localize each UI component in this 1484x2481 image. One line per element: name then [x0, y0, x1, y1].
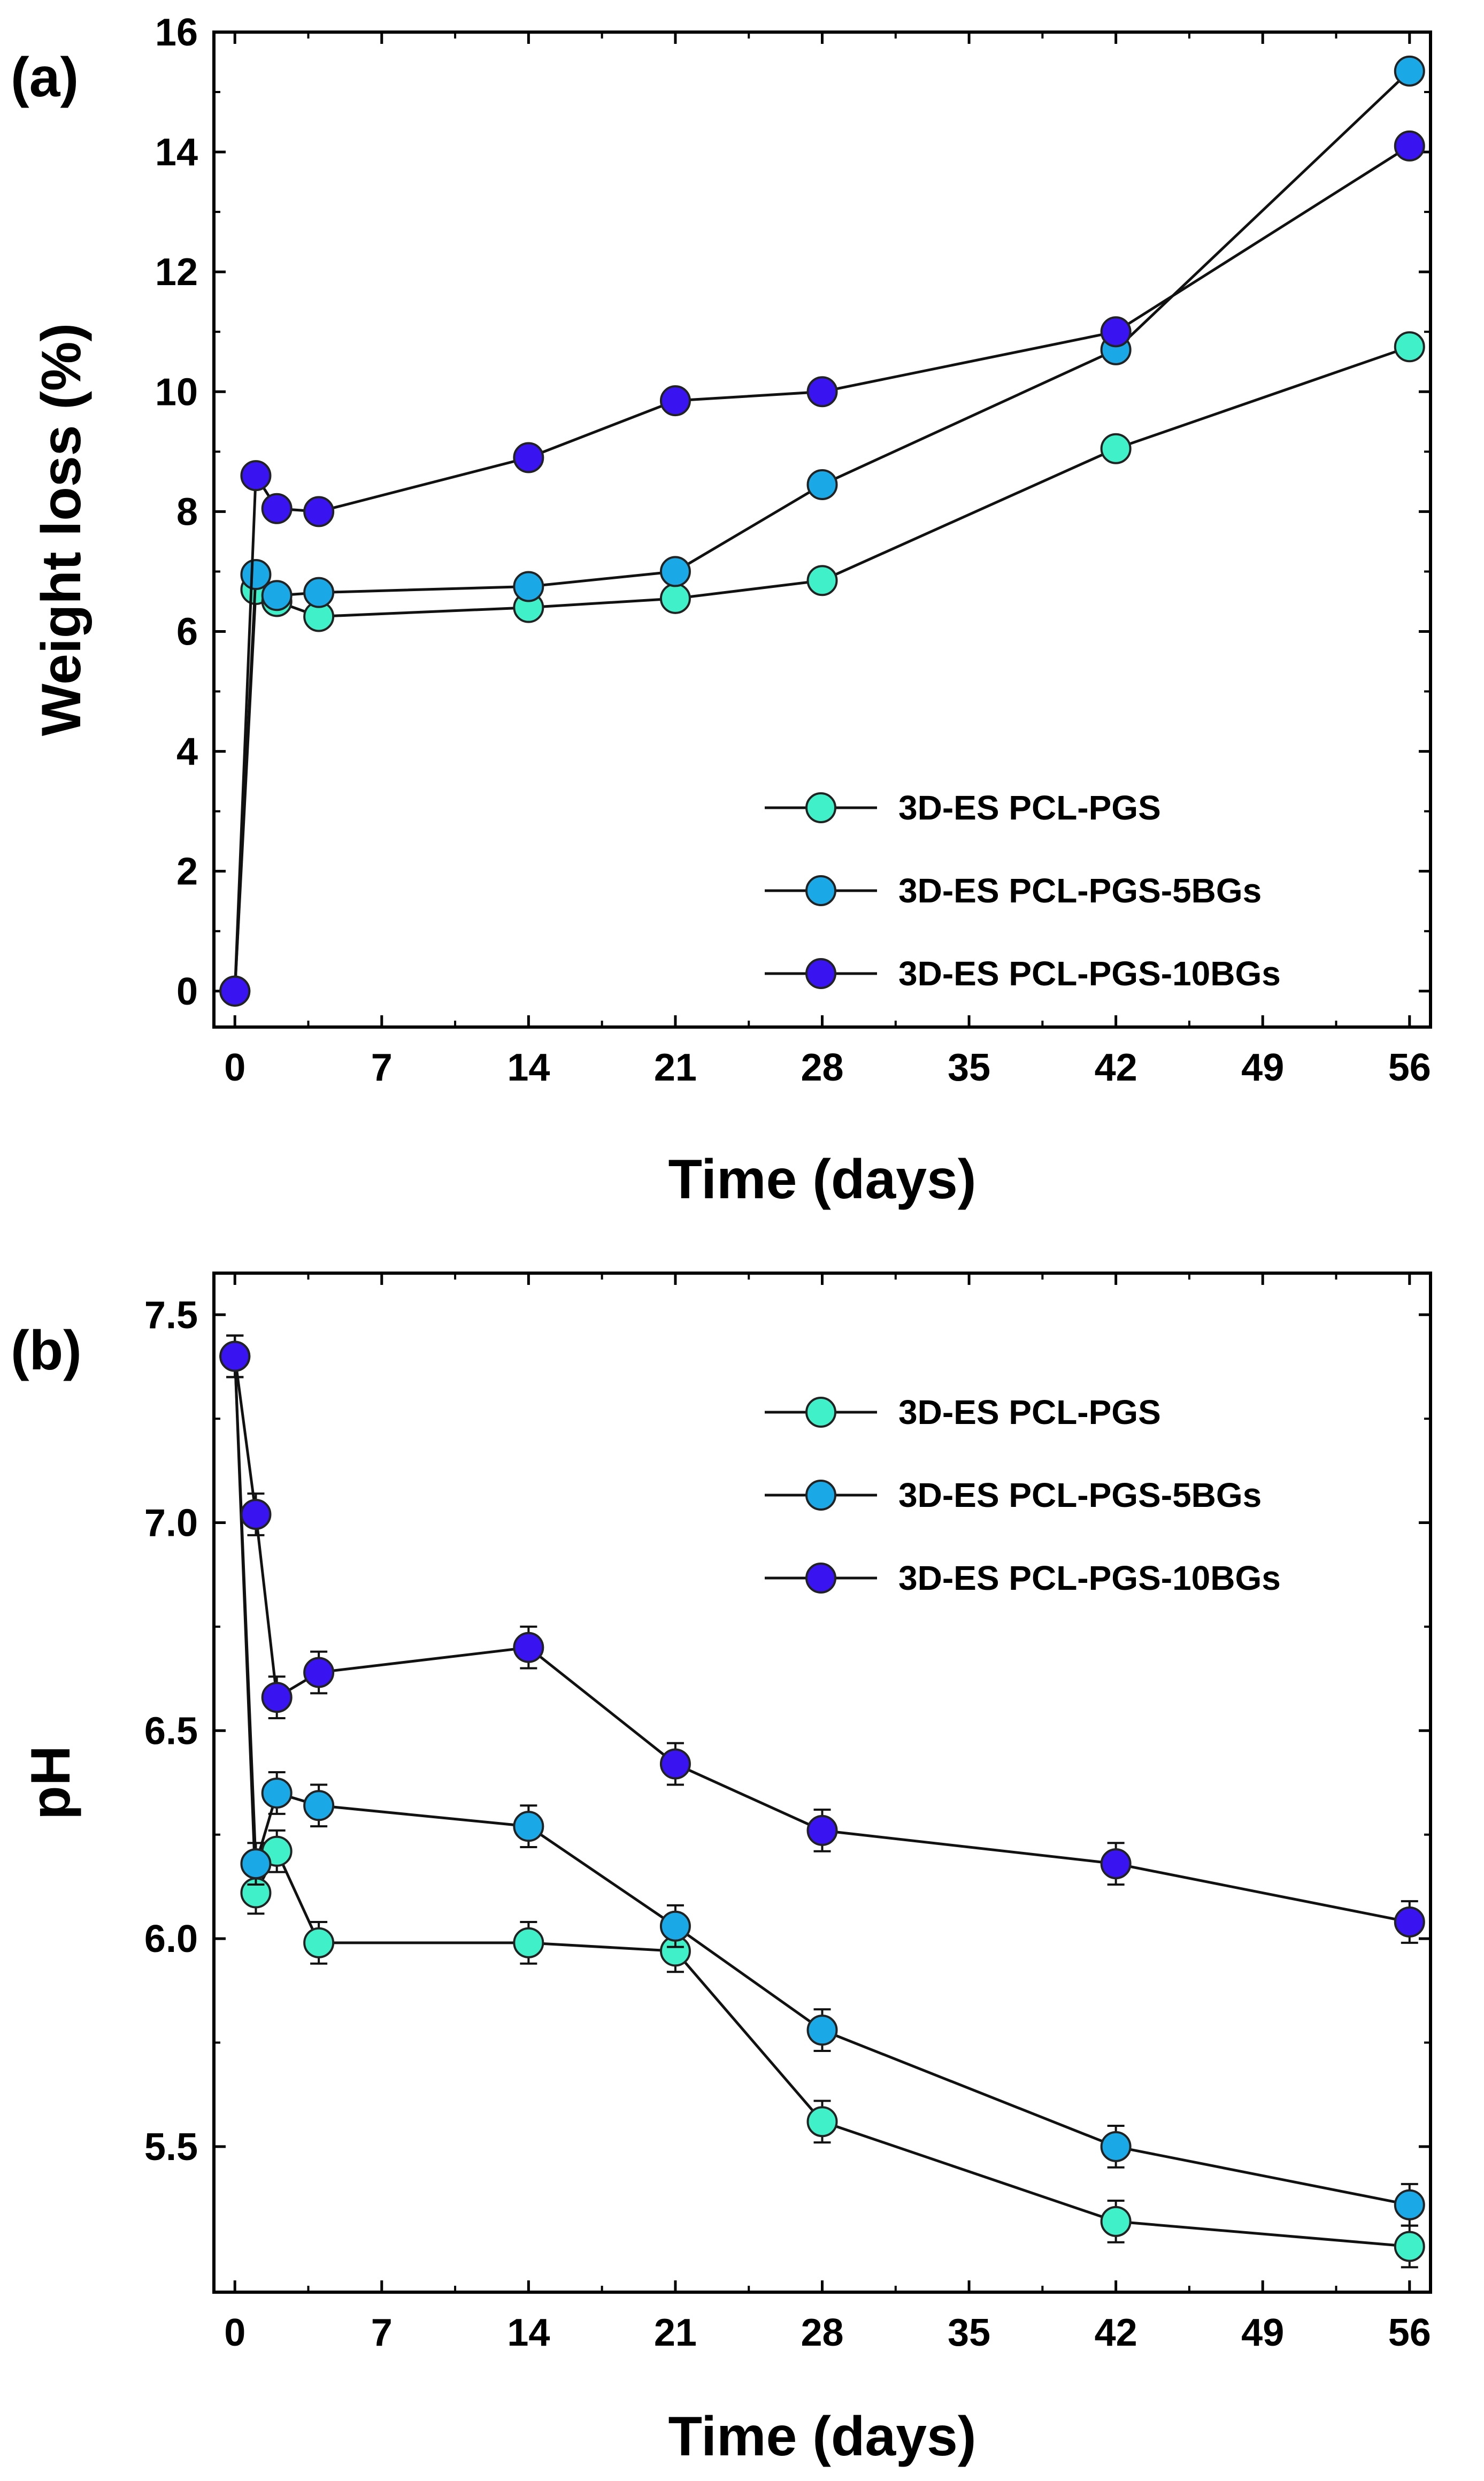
- y-tick-label: 2: [176, 851, 198, 893]
- data-point: [659, 556, 691, 587]
- data-point: [240, 1498, 272, 1530]
- x-tick-label: 56: [1388, 2311, 1431, 2354]
- x-tick-label: 28: [801, 1046, 843, 1089]
- data-point: [261, 493, 293, 524]
- data-point: [1100, 433, 1132, 464]
- data-point: [261, 580, 293, 611]
- data-point: [261, 1682, 293, 1713]
- x-tick-label: 21: [654, 2311, 697, 2354]
- data-point: [513, 1632, 544, 1663]
- data-point: [1100, 316, 1132, 348]
- data-point: [513, 571, 544, 602]
- panel-label: (b): [11, 1320, 82, 1382]
- data-point: [1100, 2131, 1132, 2162]
- data-point: [303, 1657, 335, 1688]
- legend-marker: [805, 792, 836, 823]
- x-tick-label: 21: [654, 1046, 697, 1089]
- data-point: [1100, 1848, 1132, 1880]
- data-point: [513, 442, 544, 473]
- data-point: [513, 1927, 544, 1958]
- legend-marker: [805, 1563, 836, 1594]
- data-point: [659, 385, 691, 417]
- data-point: [659, 583, 691, 614]
- x-tick-label: 42: [1095, 2311, 1137, 2354]
- y-tick-label: 6: [176, 610, 198, 653]
- data-point: [1100, 2206, 1132, 2237]
- legend-label: 3D-ES PCL-PGS: [898, 788, 1161, 827]
- x-tick-label: 35: [948, 1046, 990, 1089]
- panel-b: 0 7 14 21 28 35 42 49 56 5.5 6.0 6.5 7.0 7.5 Time (day…: [11, 1272, 1432, 2468]
- y-tick-label: 6.5: [144, 1710, 198, 1752]
- x-tick-label: 49: [1241, 1046, 1284, 1089]
- legend-marker: [805, 958, 836, 989]
- x-tick-label: 0: [224, 1046, 245, 1089]
- x-axis-title: Time (days): [668, 2406, 976, 2468]
- data-point: [806, 565, 838, 596]
- data-point: [806, 376, 838, 408]
- x-tick-label: 7: [371, 2311, 393, 2354]
- data-point: [303, 1790, 335, 1821]
- y-tick-label: 16: [155, 11, 198, 54]
- data-point: [659, 1748, 691, 1780]
- legend-marker: [805, 875, 836, 906]
- legend-label: 3D-ES PCL-PGS-5BGs: [898, 871, 1262, 910]
- x-tick-label: 28: [801, 2311, 843, 2354]
- y-tick-label: 0: [176, 970, 198, 1013]
- x-tick-label: 35: [948, 2311, 990, 2354]
- data-point: [1394, 130, 1425, 162]
- y-tick-label: 4: [176, 731, 198, 774]
- data-point: [1394, 2189, 1425, 2220]
- legend-label: 3D-ES PCL-PGS: [898, 1393, 1161, 1431]
- x-tick-label: 0: [224, 2311, 245, 2354]
- legend-marker: [805, 1397, 836, 1428]
- data-point: [659, 1910, 691, 1942]
- data-point: [806, 2015, 838, 2046]
- data-point: [806, 469, 838, 500]
- data-point: [1394, 331, 1425, 363]
- data-point: [806, 2106, 838, 2138]
- y-tick-label: 5.5: [144, 2126, 198, 2169]
- data-point: [219, 1341, 251, 1372]
- data-point: [240, 1848, 272, 1880]
- legend-marker: [805, 1480, 836, 1511]
- data-point: [303, 577, 335, 608]
- data-point: [303, 1927, 335, 1958]
- data-point: [1394, 1906, 1425, 1938]
- data-point: [303, 496, 335, 527]
- data-point: [1394, 55, 1425, 87]
- data-point: [240, 460, 272, 492]
- y-tick-label: 12: [155, 251, 198, 294]
- legend-label: 3D-ES PCL-PGS-5BGs: [898, 1476, 1262, 1514]
- x-tick-label: 14: [507, 2311, 550, 2354]
- x-tick-label: 42: [1095, 1046, 1137, 1089]
- data-point: [513, 1811, 544, 1842]
- data-point: [219, 975, 251, 1007]
- x-tick-label: 7: [371, 1046, 393, 1089]
- y-tick-label: 7.0: [144, 1502, 198, 1545]
- y-axis-title: Weight loss (%): [30, 323, 93, 736]
- y-tick-label: 7.5: [144, 1294, 198, 1337]
- data-point: [806, 1814, 838, 1846]
- legend-label: 3D-ES PCL-PGS-10BGs: [898, 1559, 1281, 1597]
- data-point: [261, 1777, 293, 1809]
- legend-label: 3D-ES PCL-PGS-10BGs: [898, 954, 1281, 993]
- x-tick-label: 56: [1388, 1046, 1431, 1089]
- data-point: [1394, 2231, 1425, 2262]
- panel-a: 0 7 14 21 28 35 42 49 56 0 2 4 6 8 10 12 14 16 Time (days)…: [11, 11, 1432, 1211]
- y-tick-label: 8: [176, 491, 198, 533]
- panel-label: (a): [11, 47, 79, 109]
- x-tick-label: 49: [1241, 2311, 1284, 2354]
- data-point: [240, 559, 272, 591]
- x-axis-title: Time (days): [668, 1148, 976, 1211]
- y-tick-label: 10: [155, 371, 198, 414]
- x-tick-label: 14: [507, 1046, 550, 1089]
- y-tick-label: 14: [155, 131, 198, 174]
- y-axis-title: pH: [20, 1745, 82, 1820]
- y-tick-label: 6.0: [144, 1918, 198, 1961]
